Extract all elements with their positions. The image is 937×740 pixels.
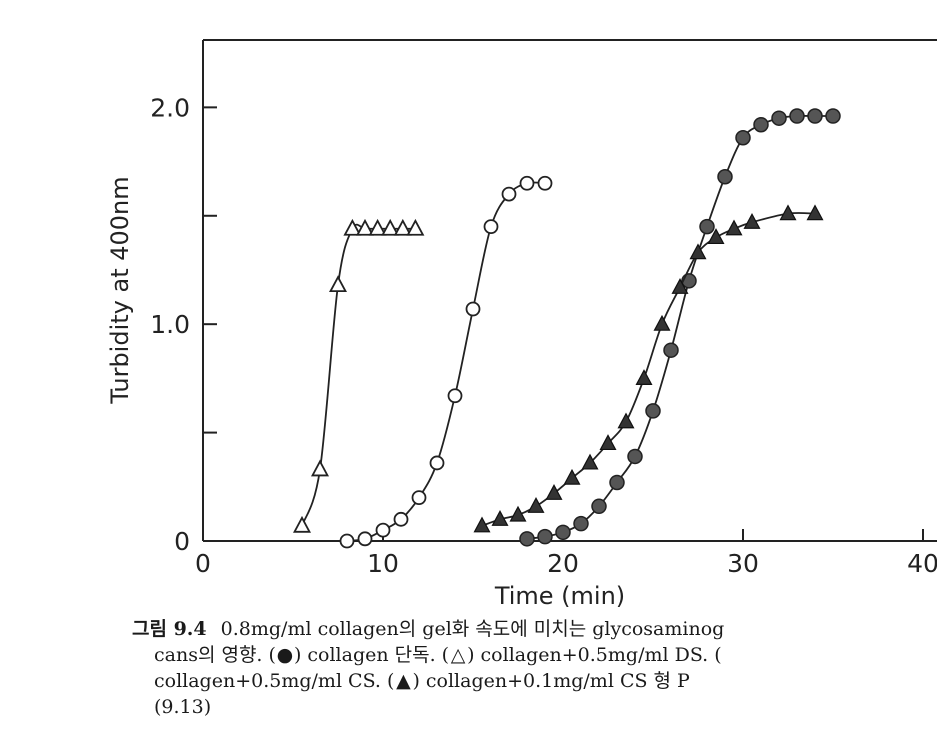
data-point xyxy=(381,218,400,236)
data-point xyxy=(789,108,805,124)
data-point xyxy=(519,531,535,547)
chart-labels: 0 10 20 30 40 0 1.0 2.0 Time (min) Turbidity at 4… xyxy=(106,93,937,610)
caption-line-4: (9.13) xyxy=(154,696,212,718)
data-point xyxy=(635,369,653,385)
caption-text-3b: ) collagen+0.1mg/ml CS 형 P xyxy=(412,670,690,692)
data-point xyxy=(645,403,661,419)
data-point xyxy=(806,204,824,221)
data-point xyxy=(753,116,769,133)
data-point xyxy=(599,434,617,451)
data-point xyxy=(555,524,571,541)
data-point xyxy=(375,522,391,538)
data-point xyxy=(609,474,625,491)
x-tick-label: 30 xyxy=(727,549,759,578)
data-point xyxy=(725,219,743,236)
data-point xyxy=(689,243,707,260)
data-point xyxy=(406,218,425,236)
y-tick-label: 2.0 xyxy=(150,93,190,122)
filled-circle-symbol: ● xyxy=(276,644,294,666)
data-point xyxy=(671,278,689,294)
x-tick-label: 0 xyxy=(195,549,211,578)
y-tick-label: 1.0 xyxy=(150,310,190,339)
data-point xyxy=(825,108,841,124)
data-point xyxy=(483,219,499,235)
y-axis-label: Turbidity at 400nm xyxy=(106,176,134,404)
data-point xyxy=(537,175,553,191)
data-point xyxy=(653,314,671,331)
data-point xyxy=(537,528,553,545)
caption-text-2b: ) collagen 단독. ( xyxy=(293,644,450,666)
data-point xyxy=(355,218,375,236)
x-tick-label: 40 xyxy=(907,549,937,578)
data-point xyxy=(617,412,635,429)
data-point xyxy=(699,218,715,235)
series-open-circle xyxy=(339,175,553,549)
data-point xyxy=(501,186,517,202)
chart: 0 10 20 30 40 0 1.0 2.0 Time (min) Turbidity at 4… xyxy=(106,39,937,610)
series-filled-triangle xyxy=(473,204,824,533)
filled-triangle-symbol: ▲ xyxy=(396,670,411,692)
data-point xyxy=(339,533,355,549)
caption-text-2c: ) collagen+0.5mg/ml DS. ( xyxy=(467,644,722,666)
data-point xyxy=(807,108,823,124)
data-point xyxy=(465,301,481,317)
data-point xyxy=(491,510,509,526)
x-axis-label: Time (min) xyxy=(494,582,625,610)
data-point xyxy=(393,218,412,236)
data-point xyxy=(411,490,427,506)
data-point xyxy=(581,453,599,470)
y-tick-label: 0 xyxy=(174,527,190,556)
data-point xyxy=(519,175,535,191)
series-filled-circle xyxy=(519,108,841,547)
data-point xyxy=(310,459,330,477)
data-point xyxy=(527,497,545,513)
chart-series-layer xyxy=(292,108,841,549)
data-point xyxy=(429,455,445,471)
data-point xyxy=(573,515,589,532)
data-point xyxy=(663,342,679,358)
caption-line-2: cans의 영향. (●) collagen 단독. (△) collagen+… xyxy=(132,642,937,668)
series-line xyxy=(346,181,546,542)
caption-label: 그림 9.4 xyxy=(132,618,207,640)
open-triangle-symbol: △ xyxy=(450,644,466,666)
data-point xyxy=(473,516,491,533)
data-point xyxy=(328,275,348,293)
series-line xyxy=(481,212,816,527)
caption-text-3a: collagen+0.5mg/ml CS. ( xyxy=(154,670,395,692)
data-point xyxy=(343,218,362,236)
series-open-triangle xyxy=(292,218,425,533)
data-point xyxy=(779,204,797,221)
data-point xyxy=(627,448,643,465)
x-tick-label: 10 xyxy=(367,549,399,578)
caption-text-2a: cans의 영향. ( xyxy=(154,644,276,666)
data-point xyxy=(393,511,409,527)
series-line xyxy=(301,223,416,527)
data-point xyxy=(545,484,563,500)
data-point xyxy=(735,129,751,146)
caption-line-3: collagen+0.5mg/ml CS. (▲) collagen+0.1mg… xyxy=(132,668,937,694)
data-point xyxy=(743,213,761,229)
data-point xyxy=(563,468,581,485)
data-point xyxy=(707,228,725,245)
data-point xyxy=(447,388,463,404)
data-point xyxy=(357,531,373,547)
x-tick-label: 20 xyxy=(547,549,579,578)
data-point xyxy=(292,515,312,533)
figure-caption: 그림 9.4 0.8mg/ml collagen의 gel화 속도에 미치는 gl… xyxy=(132,616,937,720)
data-point xyxy=(591,498,607,515)
data-point xyxy=(509,505,527,522)
caption-text-1: 0.8mg/ml collagen의 gel화 속도에 미치는 glycosam… xyxy=(220,618,725,640)
data-point xyxy=(368,218,387,236)
data-point xyxy=(717,168,733,185)
data-point xyxy=(771,110,787,126)
caption-line-1: 그림 9.4 0.8mg/ml collagen의 gel화 속도에 미치는 gl… xyxy=(132,616,937,642)
